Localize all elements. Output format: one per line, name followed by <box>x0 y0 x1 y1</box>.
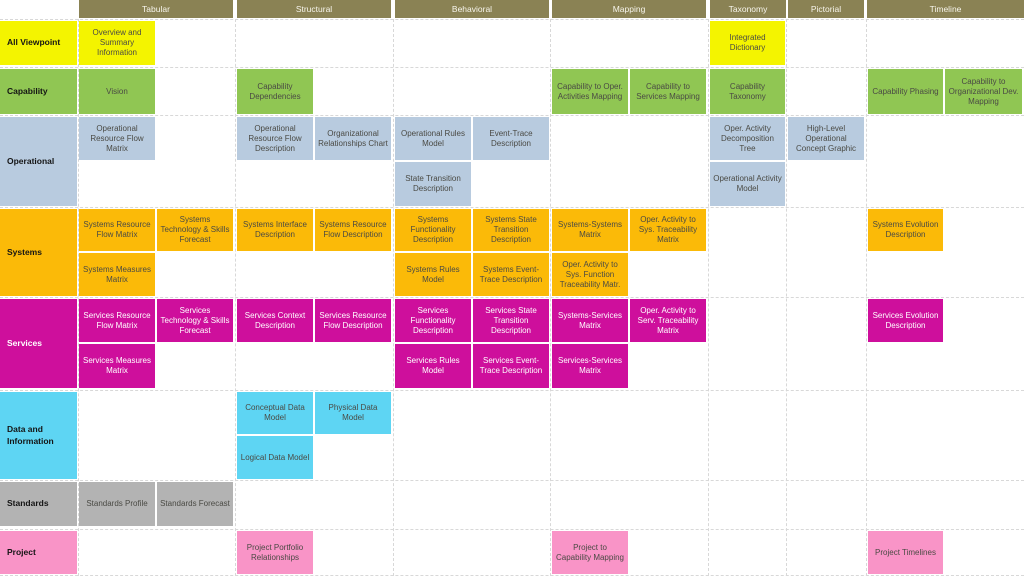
row-label-project: Project <box>0 531 77 574</box>
grid-line-horizontal <box>0 390 1024 391</box>
matrix-cell: Oper. Activity to Sys. Traceability Matr… <box>630 209 706 251</box>
matrix-cell: State Transition Description <box>395 162 471 206</box>
column-header-behavioral: Behavioral <box>395 0 549 18</box>
column-header-pictorial: Pictorial <box>788 0 864 18</box>
matrix-cell: Physical Data Model <box>315 392 391 434</box>
matrix-cell: Capability to Oper. Activities Mapping <box>552 69 628 114</box>
matrix-cell: Logical Data Model <box>237 436 313 479</box>
column-header-mapping: Mapping <box>552 0 706 18</box>
matrix-cell: Services Measures Matrix <box>79 344 155 388</box>
column-header-structural: Structural <box>237 0 391 18</box>
matrix-cell: Systems Interface Description <box>237 209 313 251</box>
matrix-cell: Capability Taxonomy <box>710 69 785 114</box>
row-label-standards: Standards <box>0 482 77 526</box>
matrix-cell: Organizational Relationships Chart <box>315 117 391 160</box>
grid-line-horizontal <box>0 575 1024 576</box>
column-header-timeline: Timeline <box>867 0 1024 18</box>
matrix-cell: Systems-Services Matrix <box>552 299 628 342</box>
matrix-cell: Capability Dependencies <box>237 69 313 114</box>
grid-line-horizontal <box>0 207 1024 208</box>
grid-line-horizontal <box>0 67 1024 68</box>
matrix-cell: Systems Evolution Description <box>868 209 943 251</box>
grid-line-horizontal <box>0 297 1024 298</box>
matrix-cell: Systems State Transition Description <box>473 209 549 251</box>
grid-line-horizontal <box>0 19 1024 20</box>
matrix-cell: Project Portfolio Relationships <box>237 531 313 574</box>
matrix-cell: Systems Rules Model <box>395 253 471 296</box>
row-label-operational: Operational <box>0 117 77 206</box>
matrix-cell: Services-Services Matrix <box>552 344 628 388</box>
matrix-cell: Integrated Dictionary <box>710 21 785 65</box>
matrix-cell: Systems-Systems Matrix <box>552 209 628 251</box>
matrix-cell: Overview and Summary Information <box>79 21 155 65</box>
matrix-cell: Services Evolution Description <box>868 299 943 342</box>
matrix-cell: Systems Resource Flow Description <box>315 209 391 251</box>
matrix-cell: Services Resource Flow Matrix <box>79 299 155 342</box>
matrix-cell: Standards Profile <box>79 482 155 526</box>
matrix-cell: Services Event-Trace Description <box>473 344 549 388</box>
matrix-cell: Capability to Organizational Dev. Mappin… <box>945 69 1022 114</box>
grid-line-horizontal <box>0 480 1024 481</box>
matrix-cell: High-Level Operational Concept Graphic <box>788 117 864 160</box>
matrix-cell: Oper. Activity to Serv. Traceability Mat… <box>630 299 706 342</box>
row-label-services: Services <box>0 299 77 388</box>
matrix-cell: Services State Transition Description <box>473 299 549 342</box>
matrix-cell: Systems Measures Matrix <box>79 253 155 296</box>
matrix-cell: Event-Trace Description <box>473 117 549 160</box>
matrix-cell: Services Functionality Description <box>395 299 471 342</box>
matrix-cell: Standards Forecast <box>157 482 233 526</box>
matrix-cell: Services Context Description <box>237 299 313 342</box>
matrix-cell: Conceptual Data Model <box>237 392 313 434</box>
matrix-cell: Oper. Activity to Sys. Function Traceabi… <box>552 253 628 296</box>
matrix-cell: Systems Resource Flow Matrix <box>79 209 155 251</box>
grid-line-horizontal <box>0 115 1024 116</box>
matrix-cell: Oper. Activity Decomposition Tree <box>710 117 785 160</box>
matrix-cell: Project Timelines <box>868 531 943 574</box>
row-label-data-and-information: Data and Information <box>0 392 77 479</box>
matrix-cell: Operational Activity Model <box>710 162 785 206</box>
matrix-cell: Capability Phasing <box>868 69 943 114</box>
row-label-all-viewpoint: All Viewpoint <box>0 21 77 65</box>
matrix-cell: Operational Resource Flow Matrix <box>79 117 155 160</box>
matrix-cell: Capability to Services Mapping <box>630 69 706 114</box>
matrix-cell: Operational Resource Flow Description <box>237 117 313 160</box>
matrix-cell: Systems Event-Trace Description <box>473 253 549 296</box>
matrix-cell: Services Rules Model <box>395 344 471 388</box>
row-label-systems: Systems <box>0 209 77 296</box>
matrix-cell: Operational Rules Model <box>395 117 471 160</box>
row-label-capability: Capability <box>0 69 77 114</box>
column-header-tabular: Tabular <box>79 0 233 18</box>
matrix-cell: Services Resource Flow Description <box>315 299 391 342</box>
matrix-cell: Project to Capability Mapping <box>552 531 628 574</box>
matrix-cell: Systems Technology & Skills Forecast <box>157 209 233 251</box>
matrix-cell: Services Technology & Skills Forecast <box>157 299 233 342</box>
grid-line-horizontal <box>0 529 1024 530</box>
column-header-taxonomy: Taxonomy <box>710 0 786 18</box>
matrix-cell: Systems Functionality Description <box>395 209 471 251</box>
matrix-cell: Vision <box>79 69 155 114</box>
